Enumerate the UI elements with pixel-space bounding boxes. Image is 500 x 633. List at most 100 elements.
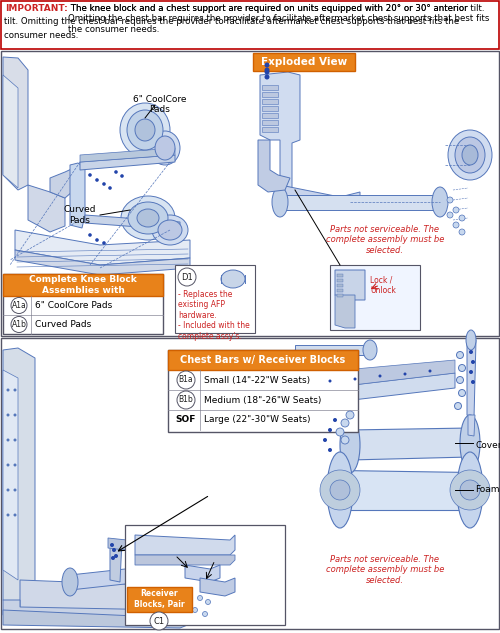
Ellipse shape <box>62 568 78 596</box>
Ellipse shape <box>432 187 448 217</box>
Polygon shape <box>3 75 18 188</box>
Circle shape <box>102 182 106 186</box>
Text: tilt. Omitting the chest bar requires the provider to facilitate aftermarket che: tilt. Omitting the chest bar requires th… <box>4 18 459 27</box>
Bar <box>330 265 420 330</box>
Text: The knee block and a chest support are required on units equipped with 20° or 30: The knee block and a chest support are r… <box>68 4 490 34</box>
Polygon shape <box>280 195 440 210</box>
Ellipse shape <box>150 131 180 165</box>
Circle shape <box>450 470 490 510</box>
Circle shape <box>6 439 10 441</box>
Circle shape <box>469 370 473 374</box>
Circle shape <box>192 608 198 613</box>
Ellipse shape <box>303 367 317 397</box>
Text: B1b: B1b <box>178 396 194 404</box>
Circle shape <box>111 556 115 560</box>
Polygon shape <box>258 140 290 192</box>
Polygon shape <box>262 113 278 118</box>
Polygon shape <box>310 373 455 405</box>
Polygon shape <box>262 120 278 125</box>
Text: Curved Pads: Curved Pads <box>35 320 91 329</box>
Circle shape <box>328 448 332 452</box>
Circle shape <box>453 207 459 213</box>
Circle shape <box>328 428 332 432</box>
Circle shape <box>264 75 270 80</box>
Text: - Replaces the
existing AFP
hardware.
- Included with the
complete assy's.: - Replaces the existing AFP hardware. - … <box>178 290 250 341</box>
Text: IMPORTANT:: IMPORTANT: <box>5 4 68 13</box>
Bar <box>168 350 358 370</box>
Polygon shape <box>3 370 18 580</box>
Ellipse shape <box>135 119 155 141</box>
Circle shape <box>264 70 270 75</box>
Circle shape <box>459 229 465 235</box>
Text: Cover: Cover <box>475 441 500 449</box>
Polygon shape <box>340 470 470 510</box>
Polygon shape <box>337 279 343 282</box>
Ellipse shape <box>363 340 377 360</box>
Circle shape <box>88 233 92 237</box>
Circle shape <box>333 418 337 422</box>
Text: Parts not serviceable. The
complete assembly must be
selected.: Parts not serviceable. The complete asse… <box>326 555 444 585</box>
Polygon shape <box>28 185 65 232</box>
Text: Small (14"-22"W Seats): Small (14"-22"W Seats) <box>204 375 310 384</box>
Circle shape <box>6 389 10 391</box>
Circle shape <box>150 612 168 630</box>
Polygon shape <box>335 270 365 300</box>
Circle shape <box>459 229 465 235</box>
Polygon shape <box>262 106 278 111</box>
Circle shape <box>202 611 207 617</box>
Polygon shape <box>262 85 278 90</box>
Ellipse shape <box>340 417 360 473</box>
Circle shape <box>11 298 27 313</box>
Bar <box>1 1 499 49</box>
Polygon shape <box>350 428 470 460</box>
Circle shape <box>458 365 466 372</box>
Ellipse shape <box>158 220 182 240</box>
Ellipse shape <box>155 136 175 160</box>
Polygon shape <box>110 540 122 582</box>
Polygon shape <box>3 610 195 628</box>
Circle shape <box>14 439 16 441</box>
Polygon shape <box>262 99 278 104</box>
Text: Receiver
Blocks, Pair: Receiver Blocks, Pair <box>134 589 184 609</box>
Text: D1: D1 <box>181 272 193 282</box>
Ellipse shape <box>462 145 478 165</box>
Circle shape <box>120 174 124 178</box>
Polygon shape <box>335 295 355 328</box>
Polygon shape <box>262 127 278 132</box>
Text: Parts not serviceable. The
complete assembly must be
selected.: Parts not serviceable. The complete asse… <box>326 225 444 255</box>
Circle shape <box>264 68 270 73</box>
Text: Chest Bars w/ Receiver Blocks: Chest Bars w/ Receiver Blocks <box>180 355 346 365</box>
Polygon shape <box>280 185 360 210</box>
Text: Complete Knee Block
Assemblies with: Complete Knee Block Assemblies with <box>29 275 137 295</box>
Circle shape <box>178 268 196 286</box>
Text: Foam: Foam <box>475 486 500 494</box>
Text: 6" CoolCore Pads: 6" CoolCore Pads <box>35 301 112 310</box>
Circle shape <box>14 413 16 417</box>
Polygon shape <box>337 284 343 287</box>
Circle shape <box>14 513 16 517</box>
Bar <box>253 53 355 71</box>
Bar <box>127 587 192 612</box>
Bar <box>175 265 255 333</box>
Ellipse shape <box>466 330 476 350</box>
Text: Exploded View: Exploded View <box>261 57 347 67</box>
Ellipse shape <box>327 452 353 528</box>
Text: A1b: A1b <box>12 320 26 329</box>
Polygon shape <box>3 57 28 190</box>
Circle shape <box>112 548 116 552</box>
Circle shape <box>453 207 459 213</box>
Bar <box>168 350 358 432</box>
Polygon shape <box>310 360 455 390</box>
Circle shape <box>95 179 99 182</box>
Circle shape <box>198 596 202 601</box>
Ellipse shape <box>221 270 245 288</box>
Polygon shape <box>50 165 80 198</box>
Ellipse shape <box>272 187 288 217</box>
Polygon shape <box>20 580 170 615</box>
Ellipse shape <box>128 202 168 234</box>
Circle shape <box>323 438 327 442</box>
Text: Lock /
Unlock: Lock / Unlock <box>370 275 396 295</box>
Circle shape <box>341 419 349 427</box>
Polygon shape <box>467 340 476 418</box>
Circle shape <box>14 463 16 467</box>
